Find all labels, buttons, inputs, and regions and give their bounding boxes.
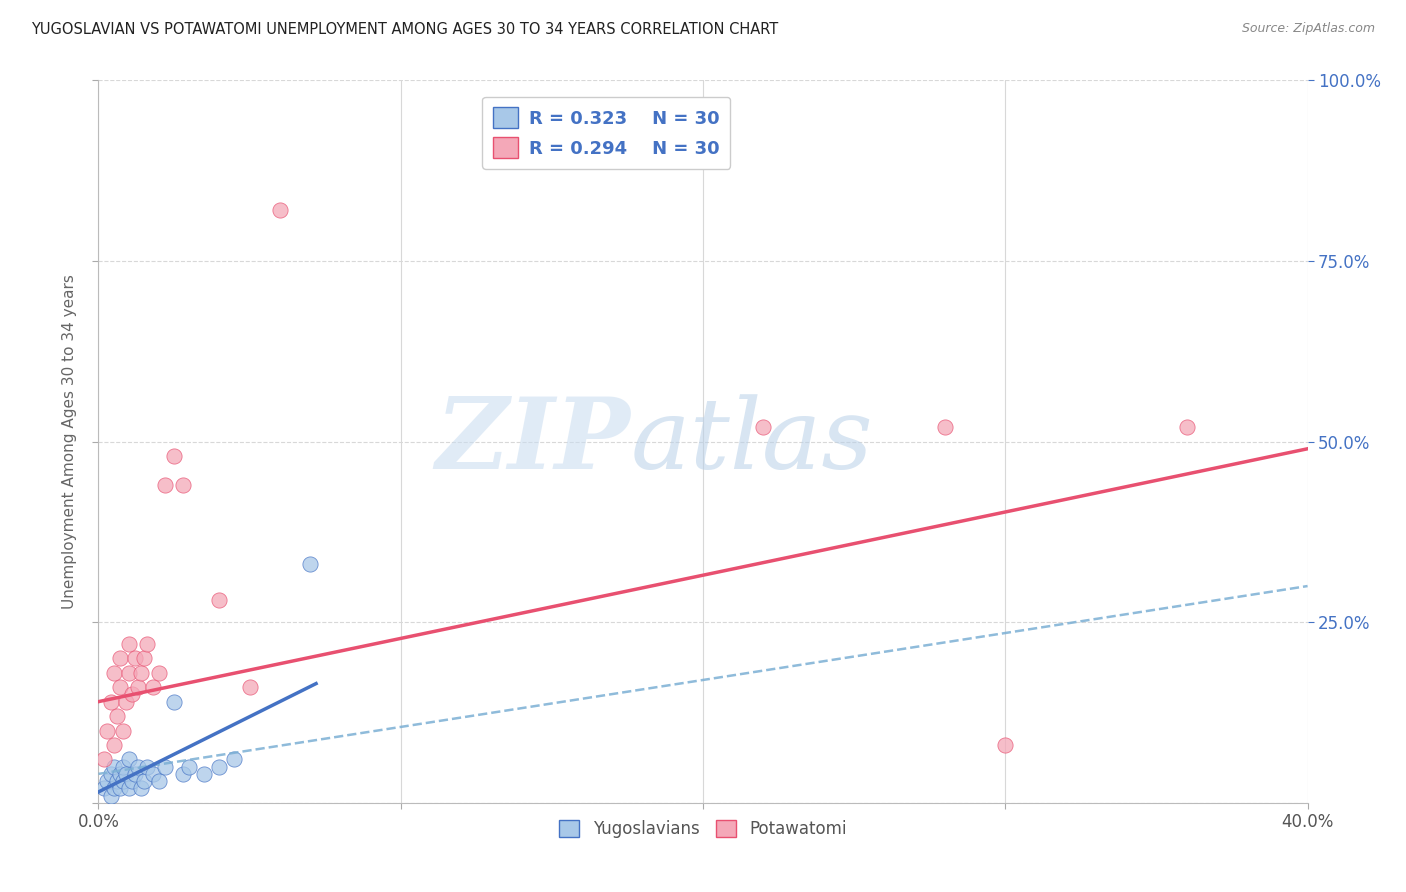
Point — [100, 767, 122, 781]
Text: ZIP: ZIP — [436, 393, 630, 490]
Point — [129, 665, 152, 680]
Point — [135, 637, 157, 651]
Point — [111, 774, 134, 789]
Point — [103, 738, 125, 752]
Point — [96, 774, 118, 789]
Point — [103, 781, 125, 796]
Point — [118, 781, 141, 796]
Point — [299, 558, 322, 572]
Point — [193, 767, 215, 781]
Point — [142, 680, 165, 694]
Point — [108, 680, 131, 694]
Point — [100, 695, 122, 709]
Point — [148, 774, 170, 789]
Point — [114, 767, 136, 781]
Point — [124, 651, 146, 665]
Text: Source: ZipAtlas.com: Source: ZipAtlas.com — [1241, 22, 1375, 36]
Point — [118, 752, 141, 766]
Text: YUGOSLAVIAN VS POTAWATOMI UNEMPLOYMENT AMONG AGES 30 TO 34 YEARS CORRELATION CHA: YUGOSLAVIAN VS POTAWATOMI UNEMPLOYMENT A… — [31, 22, 778, 37]
Point — [142, 767, 165, 781]
Point — [172, 478, 194, 492]
Point — [129, 781, 152, 796]
Legend: Yugoslavians, Potawatomi: Yugoslavians, Potawatomi — [553, 814, 853, 845]
Point — [118, 637, 141, 651]
Point — [121, 687, 143, 701]
Point — [163, 449, 186, 463]
Point — [111, 760, 134, 774]
Point — [153, 478, 176, 492]
Point — [100, 789, 122, 803]
Point — [752, 420, 775, 434]
Point — [132, 774, 155, 789]
Point — [148, 665, 170, 680]
Point — [224, 752, 246, 766]
Point — [105, 709, 128, 723]
Point — [111, 723, 134, 738]
Point — [118, 665, 141, 680]
Point — [93, 781, 115, 796]
Point — [179, 760, 201, 774]
Point — [108, 781, 131, 796]
Point — [105, 774, 128, 789]
Point — [108, 651, 131, 665]
Point — [96, 723, 118, 738]
Point — [124, 767, 146, 781]
Point — [934, 420, 956, 434]
Point — [127, 760, 149, 774]
Text: atlas: atlas — [630, 394, 873, 489]
Point — [208, 593, 231, 607]
Point — [103, 665, 125, 680]
Point — [1175, 420, 1198, 434]
Point — [108, 767, 131, 781]
Point — [121, 774, 143, 789]
Point — [114, 695, 136, 709]
Point — [132, 651, 155, 665]
Point — [994, 738, 1017, 752]
Point — [269, 203, 291, 218]
Point — [135, 760, 157, 774]
Point — [163, 695, 186, 709]
Point — [103, 760, 125, 774]
Point — [239, 680, 262, 694]
Point — [208, 760, 231, 774]
Point — [172, 767, 194, 781]
Point — [93, 752, 115, 766]
Point — [153, 760, 176, 774]
Y-axis label: Unemployment Among Ages 30 to 34 years: Unemployment Among Ages 30 to 34 years — [62, 274, 77, 609]
Point — [127, 680, 149, 694]
